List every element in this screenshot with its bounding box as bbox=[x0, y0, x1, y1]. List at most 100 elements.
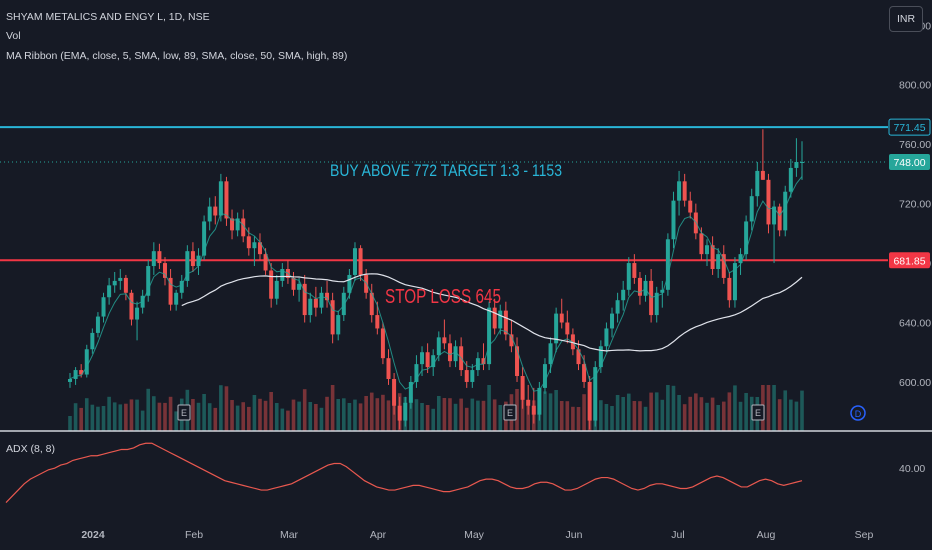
candle-body[interactable] bbox=[604, 328, 609, 347]
earnings-marker[interactable] bbox=[177, 404, 191, 421]
candle-body[interactable] bbox=[291, 277, 296, 290]
candle-body[interactable] bbox=[224, 181, 229, 219]
candle-body[interactable] bbox=[531, 405, 536, 415]
candle-body[interactable] bbox=[598, 346, 603, 368]
candle-body[interactable] bbox=[157, 251, 162, 264]
candle-body[interactable] bbox=[772, 206, 777, 225]
candle-body[interactable] bbox=[280, 269, 285, 281]
candle-body[interactable] bbox=[470, 370, 475, 382]
candle-body[interactable] bbox=[587, 381, 592, 421]
candle-body[interactable] bbox=[626, 263, 631, 290]
candle-body[interactable] bbox=[79, 370, 84, 375]
candle-body[interactable] bbox=[464, 370, 469, 382]
candle-body[interactable] bbox=[112, 280, 117, 286]
candle-body[interactable] bbox=[621, 289, 626, 301]
candle-body[interactable] bbox=[688, 200, 693, 213]
candle-body[interactable] bbox=[503, 310, 508, 335]
candle-body[interactable] bbox=[330, 300, 335, 335]
candle-body[interactable] bbox=[118, 277, 123, 281]
candle-body[interactable] bbox=[146, 266, 151, 296]
candle-body[interactable] bbox=[582, 364, 587, 382]
candle-body[interactable] bbox=[755, 170, 760, 197]
earnings-marker[interactable] bbox=[751, 404, 765, 421]
candle-body[interactable] bbox=[179, 280, 184, 293]
dividend-marker[interactable] bbox=[850, 405, 866, 421]
candle-body[interactable] bbox=[593, 367, 598, 421]
candle-body[interactable] bbox=[151, 251, 156, 267]
candle-body[interactable] bbox=[386, 358, 391, 379]
candle-body[interactable] bbox=[453, 346, 458, 362]
candle-body[interactable] bbox=[559, 313, 564, 323]
candle-body[interactable] bbox=[73, 370, 78, 379]
candle-body[interactable] bbox=[548, 343, 553, 365]
candle-body[interactable] bbox=[766, 179, 771, 225]
candle-body[interactable] bbox=[101, 297, 106, 317]
candle-body[interactable] bbox=[84, 349, 89, 375]
candle-body[interactable] bbox=[788, 167, 793, 192]
candle-body[interactable] bbox=[777, 206, 782, 231]
candle-body[interactable] bbox=[308, 298, 313, 316]
candle-body[interactable] bbox=[520, 376, 525, 400]
candle-body[interactable] bbox=[241, 218, 246, 237]
candle-body[interactable] bbox=[218, 181, 223, 216]
candle-body[interactable] bbox=[129, 292, 134, 320]
candle-body[interactable] bbox=[637, 277, 642, 296]
candle-body[interactable] bbox=[252, 242, 257, 249]
candle-body[interactable] bbox=[319, 292, 324, 308]
stop-loss-annotation[interactable]: STOP LOSS 645 bbox=[385, 286, 501, 308]
candle-body[interactable] bbox=[732, 263, 737, 301]
candle-body[interactable] bbox=[425, 352, 430, 368]
candle-body[interactable] bbox=[699, 233, 704, 255]
candle-body[interactable] bbox=[727, 277, 732, 301]
candle-body[interactable] bbox=[800, 161, 804, 163]
candle-body[interactable] bbox=[196, 255, 201, 267]
candle-body[interactable] bbox=[654, 292, 659, 316]
adx-indicator-label[interactable]: ADX (8, 8) bbox=[6, 443, 56, 455]
candle-body[interactable] bbox=[542, 364, 547, 388]
candle-body[interactable] bbox=[481, 358, 486, 365]
candle-body[interactable] bbox=[257, 242, 262, 255]
candle-body[interactable] bbox=[498, 310, 503, 329]
ma-ribbon-indicator-label[interactable]: MA Ribbon (EMA, close, 5, SMA, low, 89, … bbox=[6, 50, 348, 62]
candle-body[interactable] bbox=[615, 300, 620, 314]
candle-body[interactable] bbox=[336, 315, 341, 335]
currency-button[interactable]: INR bbox=[889, 6, 923, 32]
candle-body[interactable] bbox=[107, 285, 112, 298]
candle-body[interactable] bbox=[269, 270, 274, 299]
candle-body[interactable] bbox=[274, 280, 279, 299]
candle-body[interactable] bbox=[246, 236, 251, 249]
candle-body[interactable] bbox=[665, 239, 670, 290]
candle-body[interactable] bbox=[515, 346, 520, 377]
candle-body[interactable] bbox=[380, 328, 385, 359]
candle-body[interactable] bbox=[710, 245, 715, 270]
candle-body[interactable] bbox=[162, 263, 167, 278]
candle-body[interactable] bbox=[431, 355, 436, 368]
candle-body[interactable] bbox=[302, 283, 307, 316]
candle-body[interactable] bbox=[135, 307, 140, 320]
candle-body[interactable] bbox=[671, 200, 676, 240]
candle-body[interactable] bbox=[565, 322, 570, 335]
candle-body[interactable] bbox=[610, 313, 615, 329]
candle-body[interactable] bbox=[442, 337, 447, 344]
candle-body[interactable] bbox=[420, 352, 425, 365]
candle-body[interactable] bbox=[576, 349, 581, 365]
candle-body[interactable] bbox=[392, 378, 397, 406]
candle-body[interactable] bbox=[554, 313, 559, 344]
candle-body[interactable] bbox=[447, 343, 452, 362]
candle-body[interactable] bbox=[414, 364, 419, 382]
candle-body[interactable] bbox=[649, 280, 654, 316]
candle-body[interactable] bbox=[68, 378, 72, 382]
candle-body[interactable] bbox=[397, 405, 402, 421]
candle-body[interactable] bbox=[738, 254, 743, 264]
candle-body[interactable] bbox=[369, 292, 374, 316]
candle-body[interactable] bbox=[90, 332, 95, 350]
candle-body[interactable] bbox=[190, 251, 195, 267]
candle-body[interactable] bbox=[682, 181, 687, 201]
candle-body[interactable] bbox=[185, 251, 190, 281]
candle-body[interactable] bbox=[230, 218, 235, 231]
earnings-marker[interactable] bbox=[503, 404, 517, 421]
candle-body[interactable] bbox=[213, 206, 218, 216]
candle-body[interactable] bbox=[174, 292, 179, 305]
symbol-title[interactable]: SHYAM METALICS AND ENGY L, 1D, NSE bbox=[6, 11, 210, 23]
